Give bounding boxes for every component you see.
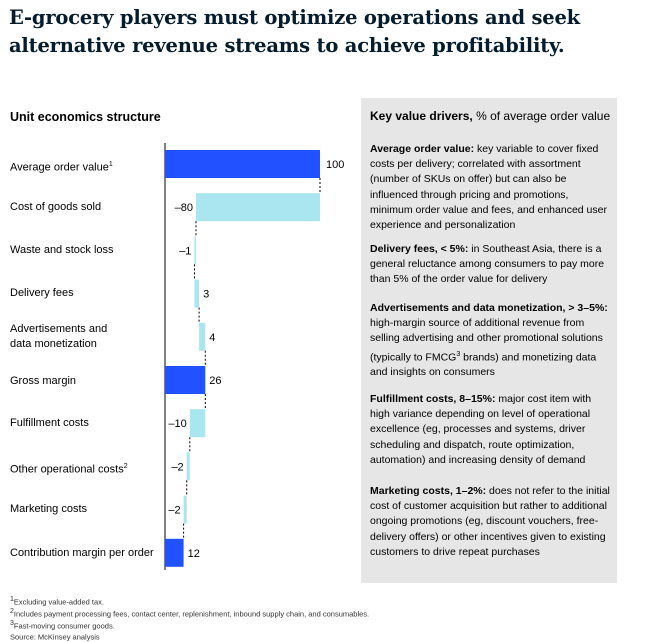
- waterfall-chart: 100 –80 –1 3 4 26 –10 –2 –2 12: [164, 143, 344, 570]
- value-label: 4: [209, 332, 215, 344]
- value-label: 26: [209, 375, 221, 387]
- value-label: 100: [326, 159, 344, 171]
- value-label: –10: [168, 418, 186, 430]
- driver-marketing-costs: Marketing costs, 1–2%: does not refer to…: [370, 485, 610, 558]
- row-label: Waste and stock loss: [10, 244, 114, 256]
- value-label: –80: [175, 202, 193, 214]
- source-note: Source: McKinsey analysis: [10, 632, 100, 642]
- value-label: –2: [168, 505, 180, 517]
- bar-delivery-fees: [194, 279, 200, 308]
- value-label: 12: [188, 548, 200, 560]
- footnotes: 1Excluding value-added tax. 2Includes pa…: [10, 595, 369, 642]
- row-label: Other operational costs2: [10, 463, 128, 476]
- bar-gross-margin: [165, 366, 206, 394]
- footnote: 2Includes payment processing fees, conta…: [10, 607, 370, 619]
- row-label: Fulfillment costs: [10, 417, 89, 429]
- driver-delivery-fees: Delivery fees, < 5%: in Southeast Asia, …: [370, 243, 605, 286]
- bar-advertisements-and-data-monetization: [199, 322, 206, 351]
- driver-advertisements: Advertisements and data monetization, > …: [370, 302, 608, 379]
- driver-average-order-value: Average order value: key variable to cov…: [370, 143, 607, 232]
- row-label: Contribution margin per order: [10, 547, 154, 559]
- row-label: Advertisements and data monetization: [10, 323, 108, 350]
- bar-waste-and-stock-loss: [194, 236, 196, 265]
- panel-title: Key value drivers, % of average order va…: [370, 109, 611, 123]
- bar-contribution-margin-per-order: [165, 538, 184, 567]
- footnote: 1Excluding value-added tax.: [10, 596, 104, 607]
- page-title: E-grocery players must optimize operatio…: [9, 6, 580, 57]
- row-label: Delivery fees: [10, 287, 74, 299]
- footnote: 3Fast-moving consumer goods.: [10, 619, 115, 631]
- bar-marketing-costs: [183, 495, 187, 524]
- row-label: Cost of goods sold: [10, 201, 102, 213]
- key-value-drivers-panel: Key value drivers, % of average order va…: [361, 98, 617, 583]
- value-label: –2: [171, 461, 183, 473]
- driver-fulfillment-costs: Fulfillment costs, 8–15%: major cost ite…: [370, 393, 592, 466]
- chart-title: Unit economics structure: [10, 110, 161, 124]
- row-label: Marketing costs: [10, 503, 88, 515]
- value-label: –1: [179, 245, 191, 257]
- row-label: Gross margin: [10, 375, 77, 387]
- row-label: Average order value1: [10, 161, 113, 174]
- bar-average-order-value: [165, 150, 320, 178]
- value-label: 3: [203, 289, 209, 301]
- bar-cost-of-goods-sold: [196, 193, 320, 222]
- bar-fulfillment-costs: [189, 409, 206, 438]
- bar-other-operational-costs: [186, 452, 190, 481]
